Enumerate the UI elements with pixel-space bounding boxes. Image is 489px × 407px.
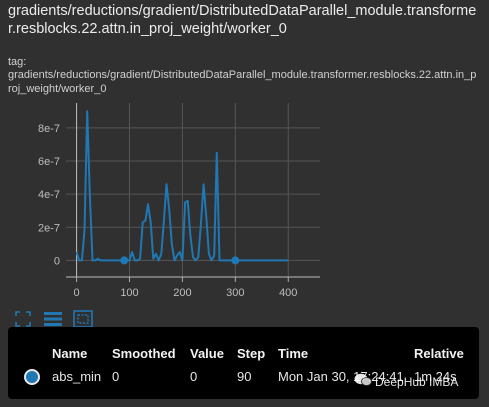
watermark-text: DeepHub IMBA	[375, 374, 459, 389]
chart-toolbar	[12, 309, 94, 329]
x-tick-label: 100	[120, 287, 138, 299]
header-relative: Relative	[414, 346, 464, 361]
header-name: Name	[52, 346, 88, 361]
row-name: abs_min	[52, 369, 102, 384]
row-step: 90	[237, 369, 252, 384]
chart-tick-labels: 0 2e-7 4e-7 6e-7 8e-7 0 100 200 300 400	[38, 123, 297, 299]
y-tick-label: 8e-7	[38, 123, 60, 135]
header-step: Step	[237, 346, 266, 361]
hover-point	[231, 256, 240, 265]
row-time: Mon Jan 30, 17:24:41	[278, 369, 404, 384]
watermark: DeepHub IMBA	[354, 373, 458, 390]
series-color-dot	[24, 369, 40, 385]
chart-grid	[66, 103, 320, 277]
y-tick-label: 4e-7	[38, 189, 60, 201]
tag-label: tag:	[8, 56, 27, 68]
x-tick-label: 300	[226, 287, 244, 299]
selection-icon[interactable]	[72, 309, 94, 329]
chart-tooltip: Name Smoothed Value Step Time Relative a…	[8, 327, 479, 399]
header-smoothed: Smoothed	[112, 346, 176, 361]
card-title: gradients/reductions/gradient/Distribute…	[8, 3, 477, 37]
wechat-icon	[354, 373, 372, 390]
y-tick-label: 0	[54, 255, 60, 267]
chart-axes	[66, 103, 320, 282]
hover-point	[120, 256, 129, 265]
x-tick-label: 200	[173, 287, 191, 299]
y-tick-label: 2e-7	[38, 222, 60, 234]
x-tick-label: 400	[279, 287, 297, 299]
row-smoothed: 0	[112, 369, 120, 384]
tooltip-table: Name Smoothed Value Step Time Relative a…	[8, 327, 479, 399]
log-scale-icon[interactable]	[42, 309, 64, 329]
header-value: Value	[190, 346, 224, 361]
chart-series	[75, 110, 289, 265]
fit-domain-icon[interactable]	[12, 309, 34, 329]
tag-value: gradients/reductions/gradient/Distribute…	[8, 69, 477, 95]
y-tick-label: 6e-7	[38, 156, 60, 168]
x-tick-label: 0	[74, 287, 80, 299]
scalar-chart[interactable]: 0 2e-7 4e-7 6e-7 8e-7 0 100 200 300 400	[0, 95, 489, 307]
header-time: Time	[278, 346, 309, 361]
row-value: 0	[190, 369, 198, 384]
row-relative: 1m 24s	[414, 369, 457, 384]
